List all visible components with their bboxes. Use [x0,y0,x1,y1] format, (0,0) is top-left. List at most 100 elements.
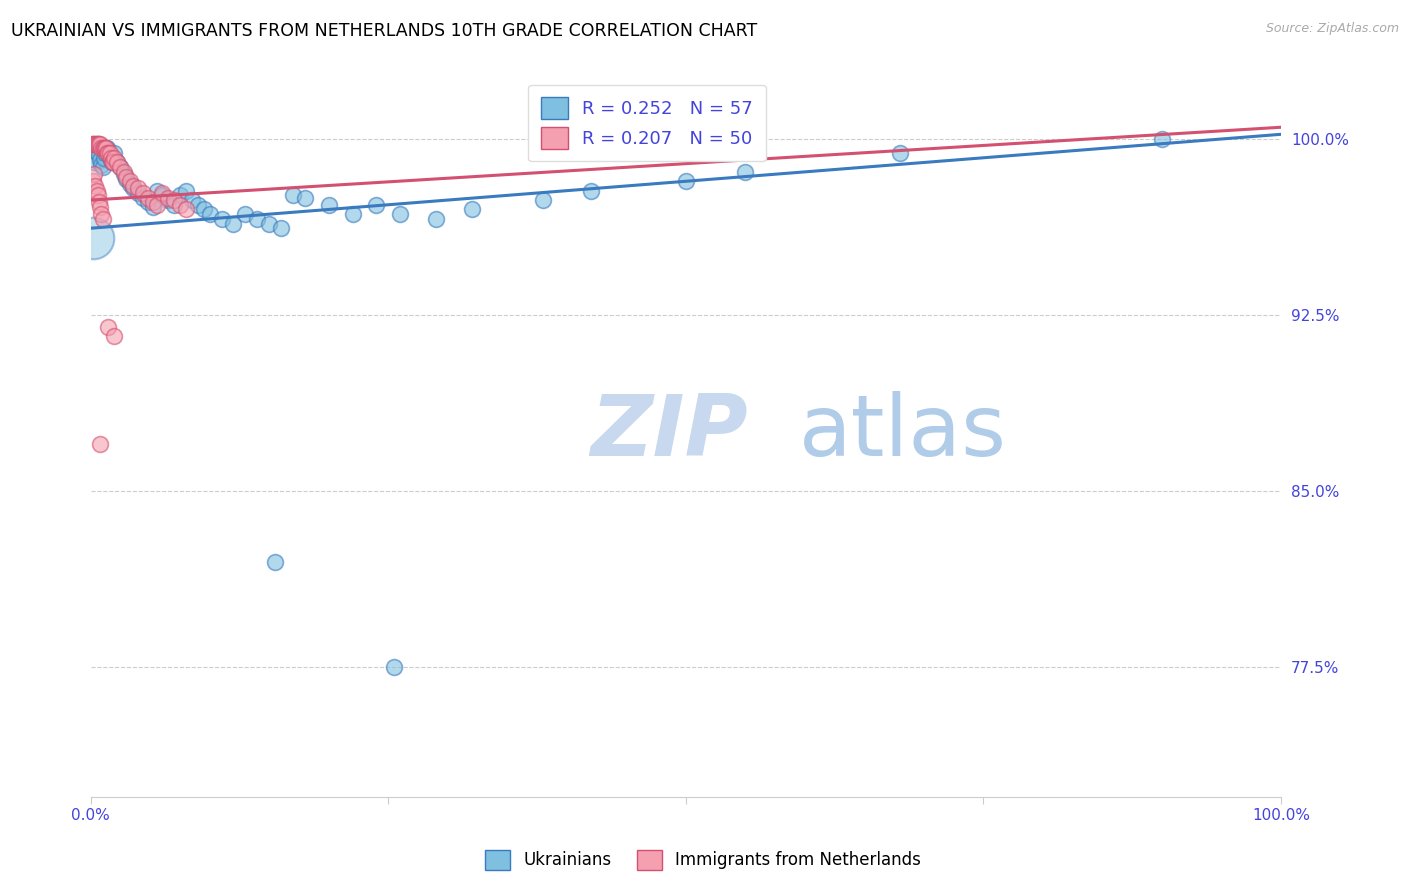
Point [94,141,117,155]
Point [366,198,388,212]
Point [87,188,110,202]
Point [105,155,128,169]
Text: Source: ZipAtlas.com: Source: ZipAtlas.com [1265,22,1399,36]
Point [122,181,145,195]
Point [318,198,340,212]
Point [87,136,110,151]
Point [83,155,105,169]
Point [97,144,120,158]
Point [169,198,191,212]
Point [174,202,197,217]
Point [90,158,112,172]
Point [83,167,105,181]
Point [342,207,364,221]
Point [425,211,447,226]
Point [1150,132,1173,146]
Point [122,178,145,193]
Point [193,202,215,217]
Point [187,198,209,212]
Point [734,165,756,179]
Point [132,191,155,205]
Point [163,198,186,212]
Point [136,195,159,210]
Legend: Ukrainians, Immigrants from Netherlands: Ukrainians, Immigrants from Netherlands [478,843,928,877]
Point [98,148,121,162]
Point [141,195,163,210]
Point [87,195,110,210]
Point [889,146,911,161]
Point [87,139,110,153]
Point [94,146,117,161]
Point [90,141,112,155]
Point [103,151,125,165]
Point [156,193,179,207]
Point [91,141,114,155]
Point [82,174,104,188]
Point [84,178,107,193]
Point [460,202,482,217]
Point [270,221,292,235]
Point [103,146,125,161]
Point [211,211,233,226]
Point [281,188,304,202]
Point [87,148,110,162]
Point [118,177,141,191]
Point [82,136,104,151]
Point [97,319,120,334]
Point [156,191,179,205]
Point [100,153,122,168]
Point [97,146,120,161]
Point [91,211,114,226]
Point [84,144,107,158]
Point [579,184,602,198]
Point [110,160,132,174]
Point [82,230,104,244]
Point [118,174,141,188]
Text: atlas: atlas [799,391,1007,474]
Point [180,193,202,207]
Point [163,193,186,207]
Point [89,200,111,214]
Point [89,437,111,451]
Point [150,186,173,200]
Point [146,184,169,198]
Point [294,191,316,205]
Point [83,136,105,151]
Point [112,165,135,179]
Point [110,160,132,174]
Point [93,141,115,155]
Point [86,136,108,151]
Point [127,186,149,200]
Point [90,207,112,221]
Point [89,136,111,151]
Point [86,136,108,151]
Point [169,188,191,202]
Point [94,141,117,155]
Point [100,151,122,165]
Point [675,174,697,188]
Point [101,155,124,169]
Point [198,207,221,221]
Point [103,155,125,169]
Point [80,136,103,151]
Point [96,146,118,161]
Point [115,169,138,184]
Point [132,186,155,200]
Point [105,155,128,169]
Text: UKRAINIAN VS IMMIGRANTS FROM NETHERLANDS 10TH GRADE CORRELATION CHART: UKRAINIAN VS IMMIGRANTS FROM NETHERLANDS… [11,22,758,40]
Point [101,155,124,169]
Point [115,172,138,186]
Point [89,153,111,168]
Point [257,217,280,231]
Point [141,200,163,214]
Point [146,198,169,212]
Point [112,167,135,181]
Point [389,207,412,221]
Text: ZIP: ZIP [591,391,748,474]
Point [382,660,405,674]
Point [127,181,149,195]
Point [103,151,125,165]
Point [96,141,118,155]
Point [103,329,125,343]
Point [136,191,159,205]
